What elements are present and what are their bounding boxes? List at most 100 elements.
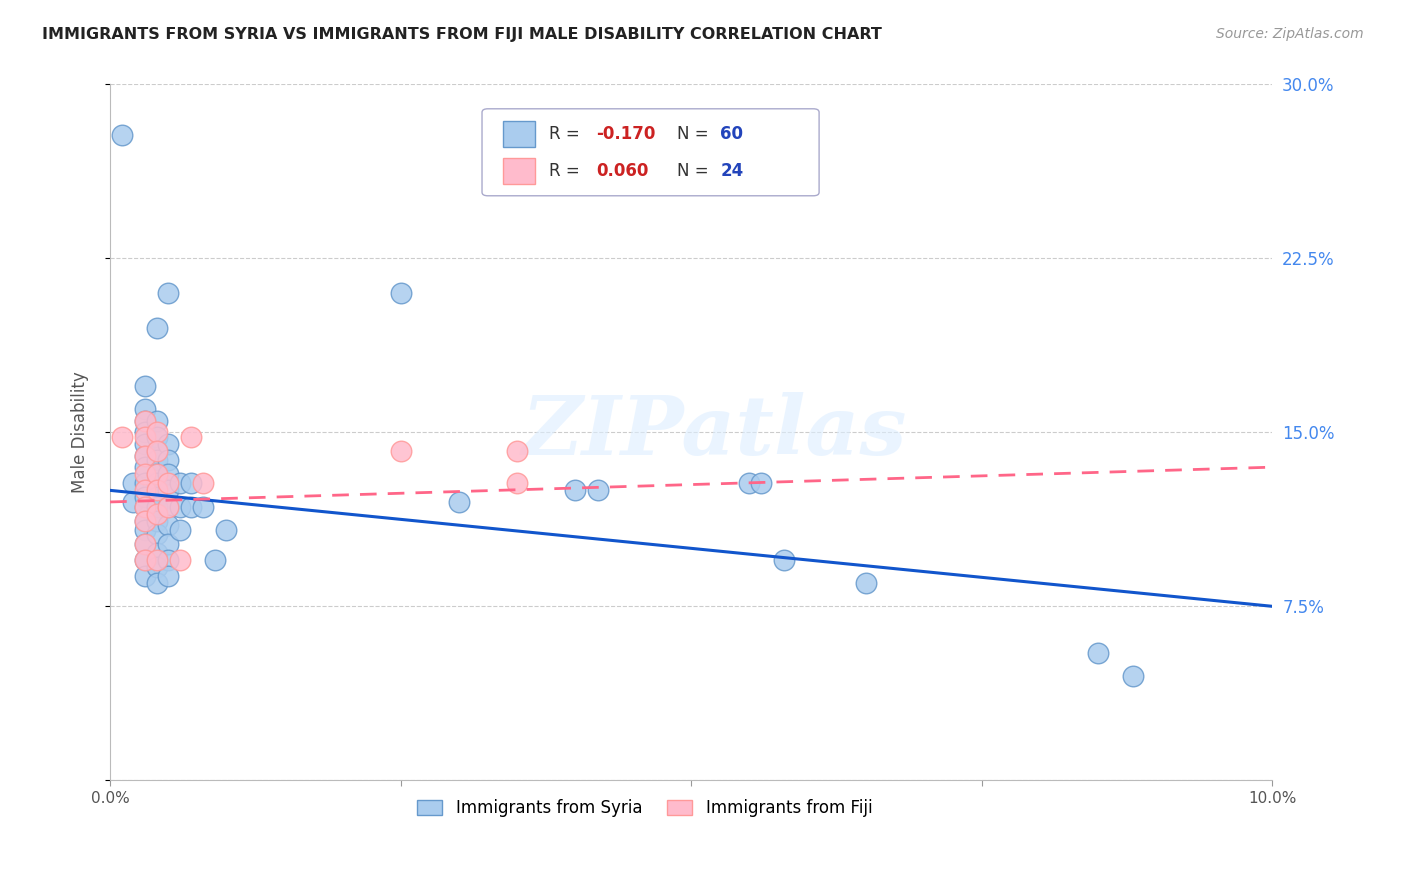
Point bbox=[157, 518, 180, 533]
Point bbox=[145, 483, 167, 498]
Point bbox=[157, 500, 180, 514]
Point bbox=[111, 430, 134, 444]
Point bbox=[145, 553, 167, 567]
Text: 24: 24 bbox=[720, 161, 744, 179]
Point bbox=[145, 560, 167, 574]
Point bbox=[180, 476, 202, 491]
Text: 0.060: 0.060 bbox=[596, 161, 648, 179]
Point bbox=[145, 414, 167, 428]
Point bbox=[134, 569, 156, 583]
Point bbox=[134, 514, 156, 528]
Point bbox=[145, 500, 167, 514]
Point bbox=[389, 444, 412, 458]
Point bbox=[157, 476, 180, 491]
Point bbox=[134, 553, 156, 567]
Point bbox=[111, 128, 134, 143]
Point bbox=[855, 576, 877, 591]
Text: -0.170: -0.170 bbox=[596, 125, 655, 143]
Point bbox=[134, 460, 156, 475]
Point bbox=[145, 453, 167, 467]
Point bbox=[134, 414, 156, 428]
Point bbox=[134, 500, 156, 514]
Point bbox=[749, 476, 772, 491]
Point bbox=[157, 483, 180, 498]
Point bbox=[145, 491, 167, 505]
Point bbox=[145, 476, 167, 491]
Point bbox=[134, 449, 156, 463]
Point bbox=[169, 476, 191, 491]
Point bbox=[145, 425, 167, 440]
Point bbox=[191, 500, 214, 514]
Y-axis label: Male Disability: Male Disability bbox=[72, 371, 89, 493]
Point bbox=[134, 379, 156, 393]
Point bbox=[169, 553, 191, 567]
Bar bbox=[503, 158, 536, 184]
Text: 60: 60 bbox=[720, 125, 744, 143]
Point bbox=[447, 495, 470, 509]
Point bbox=[134, 537, 156, 551]
Point bbox=[145, 321, 167, 335]
Point bbox=[506, 476, 529, 491]
Legend: Immigrants from Syria, Immigrants from Fiji: Immigrants from Syria, Immigrants from F… bbox=[411, 793, 879, 824]
Point bbox=[145, 546, 167, 560]
Point bbox=[738, 476, 761, 491]
Point bbox=[145, 527, 167, 541]
Point bbox=[157, 537, 180, 551]
Point bbox=[134, 514, 156, 528]
Point bbox=[134, 414, 156, 428]
Point bbox=[145, 576, 167, 591]
Point bbox=[122, 495, 145, 509]
Point bbox=[389, 286, 412, 301]
Point bbox=[145, 467, 167, 482]
Point bbox=[157, 500, 180, 514]
Point bbox=[157, 453, 180, 467]
Point bbox=[134, 425, 156, 440]
Point bbox=[134, 467, 156, 482]
Point bbox=[191, 476, 214, 491]
Point bbox=[134, 537, 156, 551]
Bar bbox=[503, 120, 536, 147]
Point bbox=[145, 514, 167, 528]
Text: IMMIGRANTS FROM SYRIA VS IMMIGRANTS FROM FIJI MALE DISABILITY CORRELATION CHART: IMMIGRANTS FROM SYRIA VS IMMIGRANTS FROM… bbox=[42, 27, 882, 42]
Point bbox=[1122, 669, 1144, 683]
Point bbox=[588, 483, 610, 498]
Point bbox=[122, 476, 145, 491]
Point bbox=[773, 553, 796, 567]
Point bbox=[157, 467, 180, 482]
Point bbox=[134, 491, 156, 505]
Point bbox=[134, 449, 156, 463]
Point bbox=[506, 444, 529, 458]
Text: Source: ZipAtlas.com: Source: ZipAtlas.com bbox=[1216, 27, 1364, 41]
Point bbox=[157, 553, 180, 567]
Text: R =: R = bbox=[550, 161, 585, 179]
Point bbox=[134, 437, 156, 451]
Point bbox=[134, 430, 156, 444]
Point bbox=[145, 430, 167, 444]
Point bbox=[169, 500, 191, 514]
Point bbox=[134, 483, 156, 498]
Point bbox=[157, 286, 180, 301]
Point bbox=[134, 500, 156, 514]
Point bbox=[134, 402, 156, 417]
Point bbox=[204, 553, 226, 567]
Point bbox=[134, 476, 156, 491]
Point bbox=[564, 483, 586, 498]
Point bbox=[180, 500, 202, 514]
Text: ZIPatlas: ZIPatlas bbox=[522, 392, 907, 473]
Point bbox=[215, 523, 238, 537]
Point bbox=[169, 523, 191, 537]
FancyBboxPatch shape bbox=[482, 109, 820, 195]
Text: N =: N = bbox=[678, 125, 714, 143]
Text: N =: N = bbox=[678, 161, 714, 179]
Point bbox=[180, 430, 202, 444]
Point bbox=[134, 553, 156, 567]
Point bbox=[145, 507, 167, 521]
Point bbox=[157, 437, 180, 451]
Point bbox=[145, 444, 167, 458]
Point bbox=[145, 444, 167, 458]
Text: R =: R = bbox=[550, 125, 585, 143]
Point bbox=[1087, 646, 1109, 660]
Point bbox=[145, 467, 167, 482]
Point bbox=[134, 523, 156, 537]
Point bbox=[157, 569, 180, 583]
